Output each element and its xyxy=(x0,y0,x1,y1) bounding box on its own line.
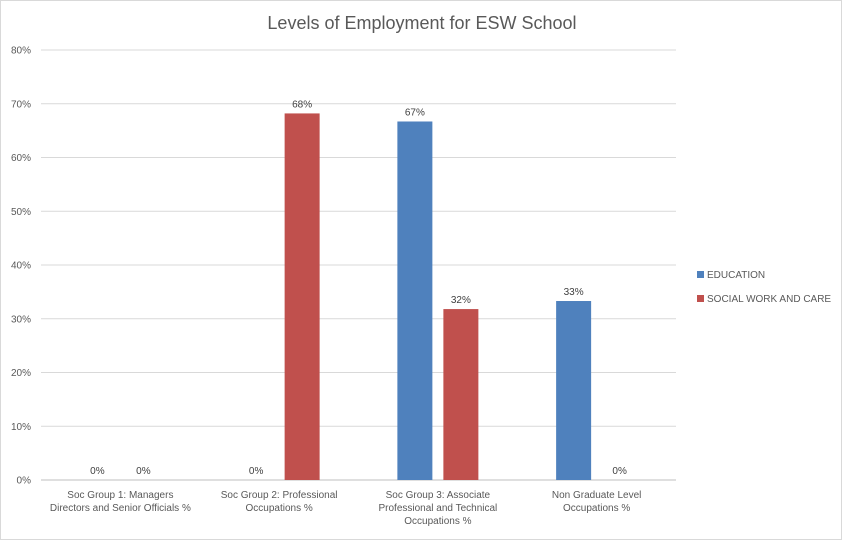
bar[interactable] xyxy=(443,309,479,480)
x-category-label: Soc Group 3: Associate Professional and T… xyxy=(378,490,497,527)
x-axis-categories: Soc Group 1: Managers Directors and Senio… xyxy=(50,490,642,527)
legend-label: EDUCATION xyxy=(707,270,765,281)
y-axis-ticks: 0% 10% 20% 30% 40% 50% 60% 70% 80% xyxy=(11,46,31,487)
y-tick-label: 60% xyxy=(11,153,31,164)
y-tick-label: 70% xyxy=(11,99,31,110)
chart-title: Levels of Employment for ESW School xyxy=(267,13,576,33)
legend-swatch xyxy=(697,295,704,302)
y-tick-label: 20% xyxy=(11,368,31,379)
data-label: 0% xyxy=(136,466,151,477)
data-label: 0% xyxy=(612,466,627,477)
y-tick-label: 0% xyxy=(17,476,32,487)
y-tick-label: 50% xyxy=(11,207,31,218)
data-label: 32% xyxy=(451,295,471,306)
legend-swatch xyxy=(697,271,704,278)
data-label: 33% xyxy=(564,287,584,298)
gridlines xyxy=(41,49,676,481)
bar[interactable] xyxy=(284,113,320,481)
x-category-label: Soc Group 1: Managers Directors and Senio… xyxy=(50,490,191,514)
data-label: 67% xyxy=(405,107,425,118)
y-tick-label: 80% xyxy=(11,46,31,57)
data-label: 68% xyxy=(292,99,312,110)
bars xyxy=(284,113,592,481)
legend-label: SOCIAL WORK AND CARE xyxy=(707,294,831,305)
data-labels: 0% 0% 67% 33% 0% 68% 32% 0% xyxy=(90,99,627,477)
y-tick-label: 10% xyxy=(11,422,31,433)
data-label: 0% xyxy=(90,466,105,477)
bar[interactable] xyxy=(397,121,433,481)
legend[interactable]: EDUCATION SOCIAL WORK AND CARE xyxy=(697,270,831,305)
bar[interactable] xyxy=(556,301,592,480)
x-category-label: Non Graduate Level Occupations % xyxy=(552,490,642,514)
x-category-label: Soc Group 2: Professional Occupations % xyxy=(221,490,338,514)
y-tick-label: 40% xyxy=(11,261,31,272)
y-tick-label: 30% xyxy=(11,314,31,325)
data-label: 0% xyxy=(249,466,264,477)
